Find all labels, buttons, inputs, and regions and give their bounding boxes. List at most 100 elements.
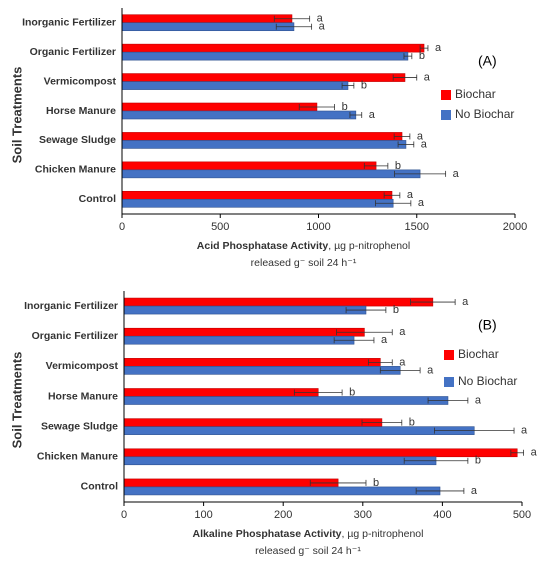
error-bar [363,162,389,169]
category-label: Organic Fertilizer [32,330,118,342]
bar [121,169,421,179]
significance-letter: a [475,394,482,406]
error-bar [403,53,413,60]
error-bar [403,457,469,464]
error-bar [298,104,336,110]
error-bar [394,170,447,177]
bar [123,418,383,427]
significance-letter: a [319,21,326,33]
x-tick-label: 100 [194,509,212,521]
x-tick-label: 0 [119,221,125,233]
panel-label: (B) [478,317,497,333]
error-bar [392,74,418,81]
bar [121,190,393,200]
significance-letter: a [531,447,538,459]
x-axis-label-bold: Alkaline Phosphatase Activity [193,528,342,540]
bar [121,22,295,32]
legend-label: No Biochar [458,374,517,388]
legend-label: Biochar [455,87,496,101]
x-tick-label: 300 [354,509,372,521]
error-bar [367,359,393,366]
category-label: Sewage Sludge [41,420,118,432]
error-bar [349,112,363,118]
bar [123,358,381,367]
x-tick-label: 1000 [306,221,330,233]
error-bar [397,141,415,148]
x-tick-label: 400 [433,509,451,521]
panel-label: (A) [478,53,497,69]
error-bar [434,427,515,434]
error-bar [415,487,465,494]
significance-letter: a [421,138,428,150]
bar [121,43,425,53]
category-label: Inorganic Fertilizer [24,300,118,312]
x-tick-label: 200 [274,509,292,521]
category-label: Organic Fertilizer [30,46,116,58]
significance-letter: a [462,296,469,308]
bar [121,51,409,61]
legend-label: No Biochar [455,107,514,121]
x-tick-label: 2000 [503,221,527,233]
error-bar [361,419,403,426]
significance-letter: b [395,160,401,172]
significance-letter: a [435,42,442,54]
bar [123,388,319,397]
category-label: Sewage Sludge [39,134,116,146]
error-bar [393,133,411,140]
significance-letter: a [418,197,425,209]
significance-letter: a [399,326,406,338]
x-tick-label: 0 [121,509,127,521]
category-label: Control [81,481,118,493]
significance-letter: b [373,477,379,489]
x-axis-label-line2: released g⁻ soil 24 h⁻¹ [251,257,357,269]
error-bar [333,337,375,344]
x-tick-label: 500 [211,221,229,233]
error-bar [341,82,355,89]
significance-letter: a [399,356,406,368]
bar [123,396,449,405]
error-bar [275,23,313,30]
category-label: Vermicompost [44,75,117,87]
significance-letter: b [393,304,399,316]
x-axis-label: Acid Phosphatase Activity, µg p-nitrophe… [197,240,410,252]
error-bar [427,397,469,404]
significance-letter: b [349,386,355,398]
legend-swatch [441,110,451,120]
bar [123,305,367,315]
significance-letter: a [381,334,388,346]
error-bar [510,449,524,456]
category-label: Inorganic Fertilizer [22,16,116,28]
bar [123,297,434,307]
bar [123,456,437,466]
error-bar [419,45,429,52]
bar [121,161,377,171]
category-label: Vermicompost [46,360,119,372]
category-label: Horse Manure [46,105,116,117]
error-bar [383,192,401,199]
bar [123,478,339,488]
bar [121,198,394,208]
error-bar [293,389,343,396]
bar [121,132,403,141]
error-bar [410,299,456,306]
significance-letter: a [417,130,424,142]
legend-swatch [441,90,451,100]
significance-letter: a [453,168,460,180]
significance-letter: b [361,79,367,91]
x-axis-label: Alkaline Phosphatase Activity, µg p-nitr… [193,528,424,540]
error-bar [273,15,311,22]
bar [121,110,357,120]
significance-letter: a [521,425,528,437]
error-bar [345,307,387,314]
significance-letter: a [369,109,376,121]
significance-letter: b [409,417,415,429]
significance-letter: a [424,71,431,83]
y-axis-label: Soil Treatments [9,67,24,164]
bar [121,14,293,24]
bar [123,486,441,496]
bar [121,81,349,90]
category-label: Horse Manure [48,390,118,402]
error-bar [379,367,421,374]
x-tick-label: 1500 [405,221,429,233]
